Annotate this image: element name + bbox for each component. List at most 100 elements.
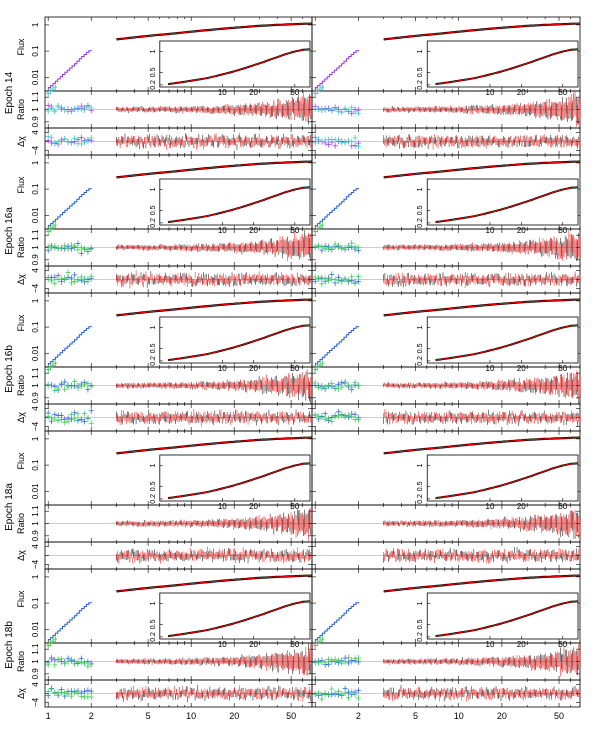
flux-model-hard — [383, 299, 581, 316]
inset-model — [435, 48, 579, 85]
inset-frame — [159, 40, 311, 88]
inset-frame — [426, 316, 579, 364]
flux-tick-label: 0.1 — [31, 45, 40, 57]
inset-y-tick-label: 0.2 — [417, 356, 424, 366]
ratio-tick-label: 1.1 — [31, 91, 40, 103]
ratio-ylabel: Ratio — [16, 375, 26, 396]
flux-data-hard — [383, 298, 581, 317]
flux-ylabel: Flux — [16, 314, 26, 332]
flux-tick-label: 0.01 — [31, 207, 40, 223]
inset-model — [435, 324, 579, 361]
inset-x-tick-label: 20 — [517, 364, 526, 373]
inset-model — [167, 324, 311, 361]
inset-x-tick-label: 10 — [486, 364, 495, 373]
inset-x-tick-label: 50 — [290, 226, 299, 235]
inset-y-tick-label: 1 — [150, 49, 157, 53]
flux-ylabel: Flux — [16, 38, 26, 56]
ratio-tick-label: 1 — [31, 107, 40, 112]
inset-y-tick-label: 1 — [417, 187, 424, 191]
inset-y-tick-label: 0.5 — [417, 205, 424, 215]
inset-y-tick-label: 1 — [417, 49, 424, 53]
inset-x-tick-label: 10 — [486, 226, 495, 235]
inset-model — [167, 186, 311, 223]
flux-data-soft — [315, 188, 359, 227]
delchi-tick-label: 4 — [31, 130, 40, 135]
flux-tick-label: 0.1 — [31, 321, 40, 333]
inset-x-tick-label: 50 — [558, 226, 567, 235]
inset-y-tick-label: 0.2 — [150, 218, 157, 228]
inset-y-tick-label: 0.5 — [417, 343, 424, 353]
flux-tick-label: 1 — [31, 160, 40, 165]
flux-model-hard — [116, 23, 313, 40]
flux-tick-label: 0.01 — [31, 69, 40, 85]
inset-y-tick-label: 1 — [150, 187, 157, 191]
inset-y-tick-label: 0.5 — [417, 67, 424, 77]
flux-model-hard — [383, 161, 581, 178]
inset-x-tick-label: 50 — [290, 364, 299, 373]
inset-x-tick-label: 50 — [558, 88, 567, 97]
panel-r2-c1: 10 20 50 0.2 0.5 1 — [311, 292, 581, 432]
inset-x-tick-label: 10 — [218, 364, 227, 373]
inset-x-tick-label: 10 — [218, 226, 227, 235]
inset-x-tick-label: 20 — [517, 88, 526, 97]
flux-model-hard — [383, 23, 581, 40]
flux-tick-label: 1 — [31, 22, 40, 27]
flux-tick-label: 0.01 — [31, 345, 40, 361]
delchi-tick-label: −4 — [31, 145, 40, 155]
inset-frame — [426, 40, 579, 88]
flux-data-hard — [116, 160, 313, 179]
ratio-tick-label: 0.9 — [31, 392, 40, 404]
inset-x-tick-label: 20 — [249, 226, 258, 235]
ratio-tick-label: 1 — [31, 383, 40, 388]
ratio-tick-label: 0.9 — [31, 116, 40, 128]
flux-inset: 10 20 50 0.2 0.5 1 — [150, 316, 311, 373]
flux-inset: 10 20 50 0.2 0.5 1 — [150, 178, 311, 235]
flux-data-soft — [315, 50, 359, 89]
ratio-tick-label: 1.1 — [31, 367, 40, 379]
delchi-ylabel: Δχ — [16, 136, 26, 147]
inset-x-tick-label: 20 — [249, 364, 258, 373]
flux-model-hard — [116, 299, 313, 316]
inset-x-tick-label: 50 — [558, 364, 567, 373]
flux-data-soft — [315, 326, 359, 365]
flux-data-hard — [116, 22, 313, 41]
panel-r0-c1: 10 20 50 0.2 0.5 1 — [311, 16, 581, 156]
flux-data-soft — [48, 188, 92, 227]
inset-frame — [426, 178, 579, 226]
inset-y-tick-label: 0.5 — [150, 67, 157, 77]
panel-r1-c1: 10 20 50 0.2 0.5 1 — [311, 154, 581, 294]
flux-tick-label: 1 — [31, 298, 40, 303]
delchi-tick-label: −4 — [31, 421, 40, 431]
flux-model-hard — [116, 161, 313, 178]
delchi-tick-label: −4 — [31, 283, 40, 293]
delchi-ylabel: Δχ — [16, 274, 26, 285]
flux-inset: 10 20 50 0.2 0.5 1 — [150, 40, 311, 97]
inset-y-tick-label: 1 — [417, 325, 424, 329]
flux-data-hard — [383, 22, 581, 41]
flux-inset: 10 20 50 0.2 0.5 1 — [417, 178, 579, 235]
inset-y-tick-label: 0.2 — [150, 80, 157, 90]
inset-frame — [159, 316, 311, 364]
flux-data-soft — [48, 326, 92, 365]
inset-frame — [159, 178, 311, 226]
inset-model — [435, 186, 579, 223]
flux-data-hard — [383, 160, 581, 179]
flux-inset: 10 20 50 0.2 0.5 1 — [417, 316, 579, 373]
ratio-tick-label: 1.1 — [31, 229, 40, 241]
inset-y-tick-label: 0.2 — [150, 356, 157, 366]
ratio-tick-label: 1 — [31, 245, 40, 250]
inset-y-tick-label: 0.2 — [417, 80, 424, 90]
delchi-ylabel: Δχ — [16, 412, 26, 423]
epoch-label: Epoch 14 — [4, 71, 15, 114]
ratio-tick-label: 0.9 — [31, 254, 40, 266]
flux-data-soft — [48, 50, 92, 89]
inset-x-tick-label: 10 — [486, 88, 495, 97]
flux-tick-label: 0.1 — [31, 183, 40, 195]
inset-y-tick-label: 0.2 — [417, 218, 424, 228]
ratio-ylabel: Ratio — [16, 237, 26, 258]
panel-r1-c0: 10 20 50 0.2 0.5 1 — [44, 154, 313, 294]
inset-y-tick-label: 1 — [150, 325, 157, 329]
delchi-tick-label: 4 — [31, 406, 40, 411]
delchi-tick-label: 4 — [31, 268, 40, 273]
